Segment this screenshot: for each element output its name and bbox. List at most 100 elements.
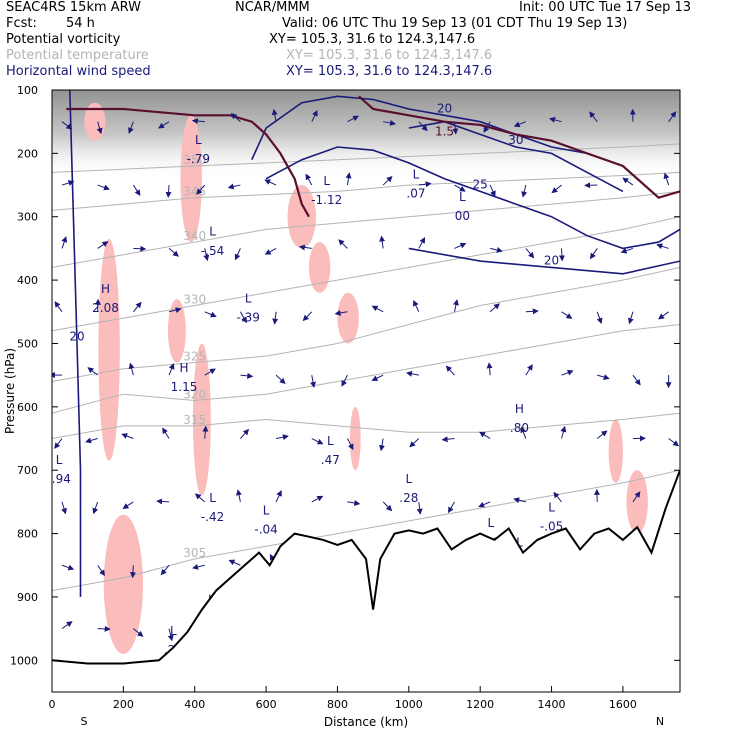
pv-extremum-label: -.04 xyxy=(254,523,277,537)
pv-extremum-label: .80 xyxy=(510,421,529,435)
wind-vector xyxy=(54,438,63,449)
theta-contour-330 xyxy=(52,216,680,332)
wind-vector xyxy=(227,183,241,190)
wind-vector xyxy=(122,501,134,509)
pv-extremum-label: L xyxy=(195,133,202,147)
y-tick-label: 400 xyxy=(17,274,38,287)
y-tick-label: 1000 xyxy=(10,654,38,667)
pv-high-region-5 xyxy=(180,115,202,243)
wind-vector xyxy=(454,242,467,249)
wind-vector xyxy=(275,434,289,441)
terrain-outline xyxy=(52,469,680,665)
y-tick-label: 600 xyxy=(17,401,38,414)
wind-vector xyxy=(513,497,526,504)
forecast-label: Fcst: xyxy=(6,16,37,31)
wind-vector xyxy=(97,241,109,249)
theta-contour-305 xyxy=(52,469,680,592)
wind-vector xyxy=(61,501,67,515)
wind-vector xyxy=(347,115,359,123)
wind-vector xyxy=(264,179,277,186)
theta-contour-label: 345 xyxy=(183,185,206,199)
wind-vector xyxy=(520,426,527,439)
pv-extremum-label: -1.12 xyxy=(311,193,342,207)
wind-vector xyxy=(305,173,313,186)
valid-time: Valid: 06 UTC Thu 19 Sep 13 (01 CDT Thu … xyxy=(282,16,628,31)
wind-vector xyxy=(85,437,98,444)
wind-vector xyxy=(371,305,384,313)
x-axis-title: Distance (km) xyxy=(324,715,408,729)
theta-contour-label: 330 xyxy=(183,292,206,306)
pv-high-region-1 xyxy=(103,514,143,654)
pv-extremum-label: -.39 xyxy=(237,310,260,324)
plot-area: 305 315 320 325 330 340 345 350 20 25 30 20 20 1.5 L -.… xyxy=(52,90,680,739)
wind-vector xyxy=(128,121,134,134)
wind-vector xyxy=(61,564,75,571)
wind-vector xyxy=(525,248,535,259)
theta-contour-label: 325 xyxy=(183,349,206,363)
wind-vector xyxy=(406,370,419,377)
x-tick-label: 400 xyxy=(184,698,205,711)
wind-vector xyxy=(264,247,277,255)
theta-contour-325 xyxy=(52,266,680,382)
wind-vector xyxy=(61,236,68,249)
pv-contour-0 xyxy=(358,95,680,199)
wind-vector xyxy=(121,433,134,439)
pv-extremum-label: -.5 xyxy=(258,725,274,739)
field-2-name: Potential temperature xyxy=(6,48,149,63)
wind-vector xyxy=(551,184,562,194)
wind-vector xyxy=(441,436,455,443)
wind-vector xyxy=(668,111,677,122)
pv-extremum-label: -.54 xyxy=(201,244,224,258)
wind-vector xyxy=(620,247,634,254)
wind-vector xyxy=(133,245,147,252)
pv-high-region-8 xyxy=(337,292,359,344)
wind-vector xyxy=(382,501,393,512)
wind-vector xyxy=(302,311,313,322)
theta-contour-340 xyxy=(52,190,680,268)
pv-high-region-3 xyxy=(192,343,211,496)
field-3-name: Horizontal wind speed xyxy=(6,64,151,79)
wind-vector xyxy=(61,121,73,130)
wind-vector xyxy=(338,239,348,249)
wind-vector xyxy=(192,563,205,570)
pv-extremum-label: -.79 xyxy=(187,152,210,166)
wind-vector xyxy=(453,299,459,312)
x-end-label-south: S xyxy=(81,715,88,728)
y-tick-label: 500 xyxy=(17,337,38,350)
pv-extremum-label: L xyxy=(327,434,334,448)
wind-vector xyxy=(347,500,361,506)
producer: NCAR/MMM xyxy=(235,0,310,15)
wind-vector xyxy=(483,121,491,133)
wind-vector xyxy=(298,244,312,251)
wind-vector xyxy=(275,374,286,384)
wind-vector xyxy=(371,374,384,381)
wind-vector xyxy=(513,121,527,128)
wind-vector xyxy=(191,118,205,125)
wind-contour-4 xyxy=(69,90,82,597)
wind-vector xyxy=(272,311,279,325)
field-1-name: Potential vorticity xyxy=(6,32,121,47)
y-tick-label: 200 xyxy=(17,147,38,160)
theta-contour-label: 305 xyxy=(183,546,206,560)
wind-vector xyxy=(560,425,567,439)
wind-vector xyxy=(379,235,386,249)
pv-extremum-label: L xyxy=(209,491,216,505)
wind-vector xyxy=(596,311,603,325)
pv-extremum-label: H xyxy=(101,282,110,296)
wind-vector xyxy=(489,184,496,198)
wind-vector xyxy=(418,181,432,188)
pv-high-region-11 xyxy=(626,470,648,534)
pv-extremum-label: L xyxy=(102,700,109,714)
wind-vector xyxy=(561,369,574,376)
wind-vector xyxy=(239,311,247,324)
wind-vector xyxy=(345,172,352,186)
wind-vector xyxy=(561,311,573,319)
y-axis-title: Pressure (hPa) xyxy=(3,348,17,434)
terrain-mask xyxy=(52,470,680,692)
pv-extremum-label: .28 xyxy=(399,491,418,505)
pv-high-region-9 xyxy=(349,406,361,471)
wind-contour-label: 30 xyxy=(508,133,523,147)
wind-vector xyxy=(128,362,135,376)
theta-contour-315 xyxy=(52,412,680,439)
wind-contour-label: 20 xyxy=(437,101,452,115)
